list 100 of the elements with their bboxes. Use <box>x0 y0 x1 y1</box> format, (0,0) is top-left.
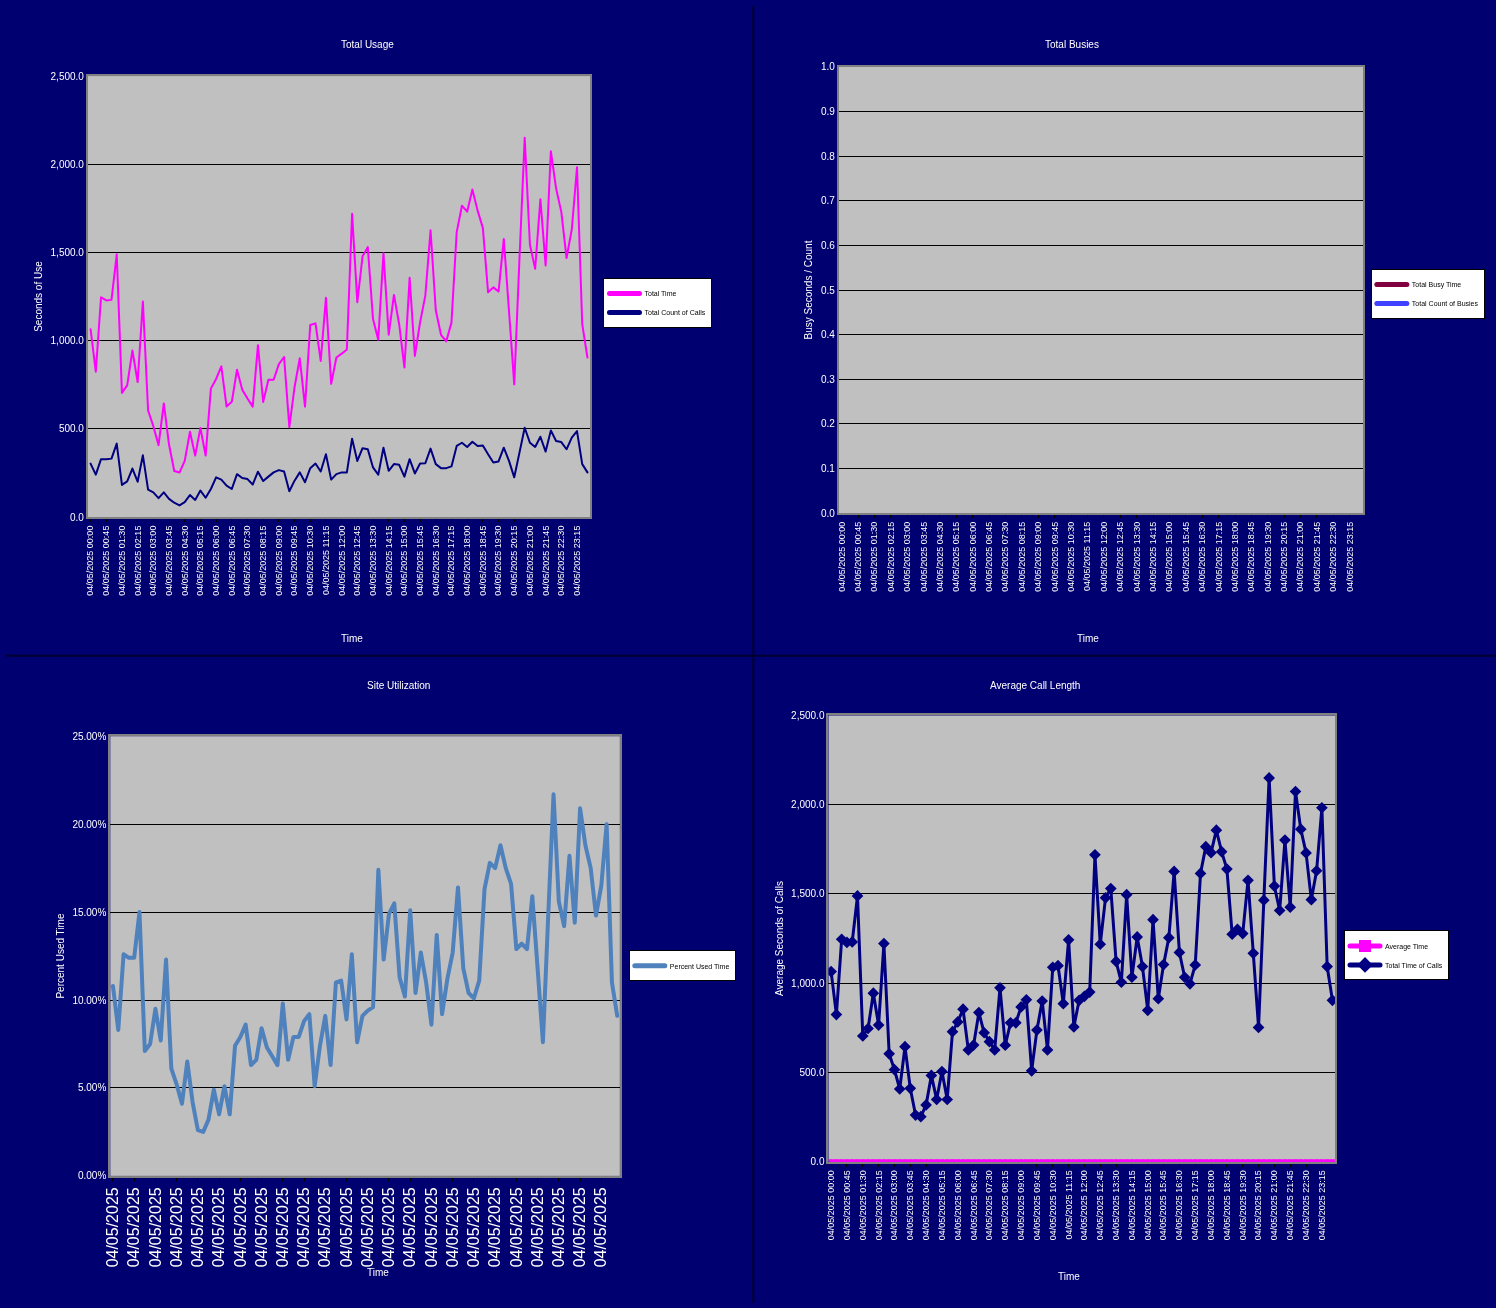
x-tick-label: 04/05/2025 10:30 <box>1066 521 1077 592</box>
x-tick-label: 04/05/2025 <box>167 1187 185 1268</box>
x-tick-label: 04/05/2025 20:15 <box>509 525 520 596</box>
x-axis-title: Time <box>1077 633 1100 644</box>
x-tick-label: 04/05/2025 18:00 <box>1229 521 1240 592</box>
x-tick-label: 04/05/2025 14:15 <box>383 525 394 596</box>
x-tick-label: 04/05/2025 03:00 <box>889 1170 900 1241</box>
chart-title: Average Call Length <box>990 680 1081 691</box>
x-tick-label: 04/05/2025 16:30 <box>1197 521 1208 592</box>
x-tick-label: 04/05/2025 09:00 <box>1016 1170 1027 1241</box>
x-tick-label: 04/05/2025 09:45 <box>289 525 300 596</box>
y-tick-label: 2,500.0 <box>791 709 825 721</box>
y-tick-label: 0.1 <box>821 463 836 475</box>
x-tick-label: 04/05/2025 09:45 <box>1049 521 1060 592</box>
x-tick-label: 04/05/2025 05:15 <box>195 525 206 596</box>
x-tick-label: 04/05/2025 06:45 <box>226 525 237 596</box>
line-series <box>110 792 620 1134</box>
y-tick-label: 15.00% <box>72 906 107 918</box>
y-tick-label: 0.0 <box>810 1156 825 1168</box>
y-axis-title: Seconds of Use <box>33 260 45 332</box>
x-tick-label: 04/05/2025 <box>401 1187 419 1268</box>
x-tick-label: 04/05/2025 00:45 <box>852 521 863 592</box>
x-tick-label: 04/05/2025 00:00 <box>836 521 847 592</box>
y-tick-label: 0.4 <box>821 329 836 341</box>
x-tick-label: 04/05/2025 00:45 <box>101 525 112 596</box>
x-tick-label: 04/05/2025 <box>465 1187 483 1268</box>
x-tick-label: 04/05/2025 01:30 <box>857 1170 868 1241</box>
x-tick-label: 04/05/2025 07:30 <box>984 1170 995 1241</box>
x-tick-label: 04/05/2025 12:45 <box>1115 521 1126 592</box>
x-tick-label: 04/05/2025 04:30 <box>179 525 190 596</box>
x-tick-label: 04/05/2025 15:45 <box>1158 1170 1169 1241</box>
x-tick-label: 04/05/2025 07:30 <box>1000 521 1011 592</box>
x-tick-label: 04/05/2025 06:00 <box>211 525 222 596</box>
x-tick-label: 04/05/2025 <box>358 1187 376 1268</box>
x-tick-label: 04/05/2025 05:15 <box>936 1170 947 1241</box>
x-tick-label: 04/05/2025 06:00 <box>967 521 978 592</box>
x-tick-label: 04/05/2025 09:45 <box>1031 1170 1042 1241</box>
y-tick-label: 0.0 <box>821 507 836 519</box>
x-tick-label: 04/05/2025 10:30 <box>305 525 316 596</box>
x-tick-label: 04/05/2025 <box>125 1187 143 1268</box>
x-tick-label: 04/05/2025 23:15 <box>571 525 582 596</box>
x-tick-label: 04/05/2025 13:30 <box>1111 1170 1122 1241</box>
x-tick-label: 04/05/2025 18:45 <box>1246 521 1257 592</box>
x-tick-label: 04/05/2025 <box>210 1187 228 1268</box>
x-tick-label: 04/05/2025 <box>528 1187 546 1268</box>
x-tick-label: 04/05/2025 <box>104 1187 122 1268</box>
x-tick-label: 04/05/2025 <box>486 1187 504 1268</box>
y-tick-label: 5.00% <box>77 1082 107 1094</box>
x-tick-label: 04/05/2025 08:15 <box>1000 1170 1011 1241</box>
y-tick-label: 0.5 <box>821 284 836 296</box>
x-tick-label: 04/05/2025 21:45 <box>1311 521 1322 592</box>
x-tick-label: 04/05/2025 18:00 <box>462 525 473 596</box>
x-tick-label: 04/05/2025 23:15 <box>1344 521 1355 592</box>
x-tick-label: 04/05/2025 02:15 <box>132 525 143 596</box>
x-tick-label: 04/05/2025 <box>507 1187 525 1268</box>
x-tick-label: 04/05/2025 00:00 <box>85 525 96 596</box>
x-tick-label: 04/05/2025 04:30 <box>921 1170 932 1241</box>
x-tick-label: 04/05/2025 17:15 <box>1213 521 1224 592</box>
x-tick-label: 04/05/2025 <box>231 1187 249 1268</box>
y-tick-label: 1.0 <box>821 61 836 73</box>
y-axis-title: Busy Seconds / Count <box>803 240 815 340</box>
x-tick-label: 04/05/2025 16:30 <box>1174 1170 1185 1241</box>
y-tick-label: 25.00% <box>72 730 107 742</box>
x-tick-label: 04/05/2025 12:45 <box>352 525 363 596</box>
x-tick-label: 04/05/2025 13:30 <box>1131 521 1142 592</box>
y-tick-label: 0.3 <box>821 373 836 385</box>
chart-title: Site Utilization <box>367 680 431 691</box>
x-tick-label: 04/05/2025 00:45 <box>841 1170 852 1241</box>
x-axis-title: Time <box>1058 1271 1081 1282</box>
x-tick-label: 04/05/2025 03:45 <box>163 525 174 596</box>
x-tick-label: 04/05/2025 01:30 <box>116 525 127 596</box>
y-tick-label: 10.00% <box>72 994 107 1006</box>
x-tick-label: 04/05/2025 08:15 <box>258 525 269 596</box>
x-tick-label: 04/05/2025 10:30 <box>1047 1170 1058 1241</box>
x-tick-label: 04/05/2025 <box>295 1187 313 1268</box>
y-tick-label: 500.0 <box>799 1066 825 1078</box>
x-tick-label: 04/05/2025 05:15 <box>951 521 962 592</box>
x-tick-label: 04/05/2025 18:45 <box>1221 1170 1232 1241</box>
x-tick-label: 04/05/2025 18:45 <box>477 525 488 596</box>
y-tick-label: 0.8 <box>821 150 836 162</box>
x-tick-label: 04/05/2025 19:30 <box>1262 521 1273 592</box>
y-tick-label: 2,000.0 <box>791 799 825 811</box>
x-tick-label: 04/05/2025 06:45 <box>984 521 995 592</box>
line-series <box>89 136 589 474</box>
x-tick-label: 04/05/2025 22:30 <box>1328 521 1339 592</box>
x-tick-label: 04/05/2025 01:30 <box>869 521 880 592</box>
y-axis-title: Average Seconds of Calls <box>773 881 785 996</box>
x-tick-label: 04/05/2025 11:15 <box>1063 1170 1074 1240</box>
y-tick-label: 0.9 <box>821 106 836 118</box>
x-tick-label: 04/05/2025 03:45 <box>918 521 929 592</box>
y-tick-label: 1,000.0 <box>791 977 825 989</box>
x-tick-label: 04/05/2025 <box>274 1187 292 1268</box>
x-tick-label: 04/05/2025 00:00 <box>826 1170 837 1241</box>
x-tick-label: 04/05/2025 <box>252 1187 270 1268</box>
x-tick-label: 04/05/2025 02:15 <box>873 1170 884 1241</box>
x-tick-label: 04/05/2025 17:15 <box>446 525 457 596</box>
x-tick-label: 04/05/2025 14:15 <box>1126 1170 1137 1241</box>
x-tick-label: 04/05/2025 21:45 <box>540 525 551 596</box>
x-tick-label: 04/05/2025 12:00 <box>336 525 347 596</box>
x-tick-label: 04/05/2025 22:30 <box>1300 1170 1311 1241</box>
